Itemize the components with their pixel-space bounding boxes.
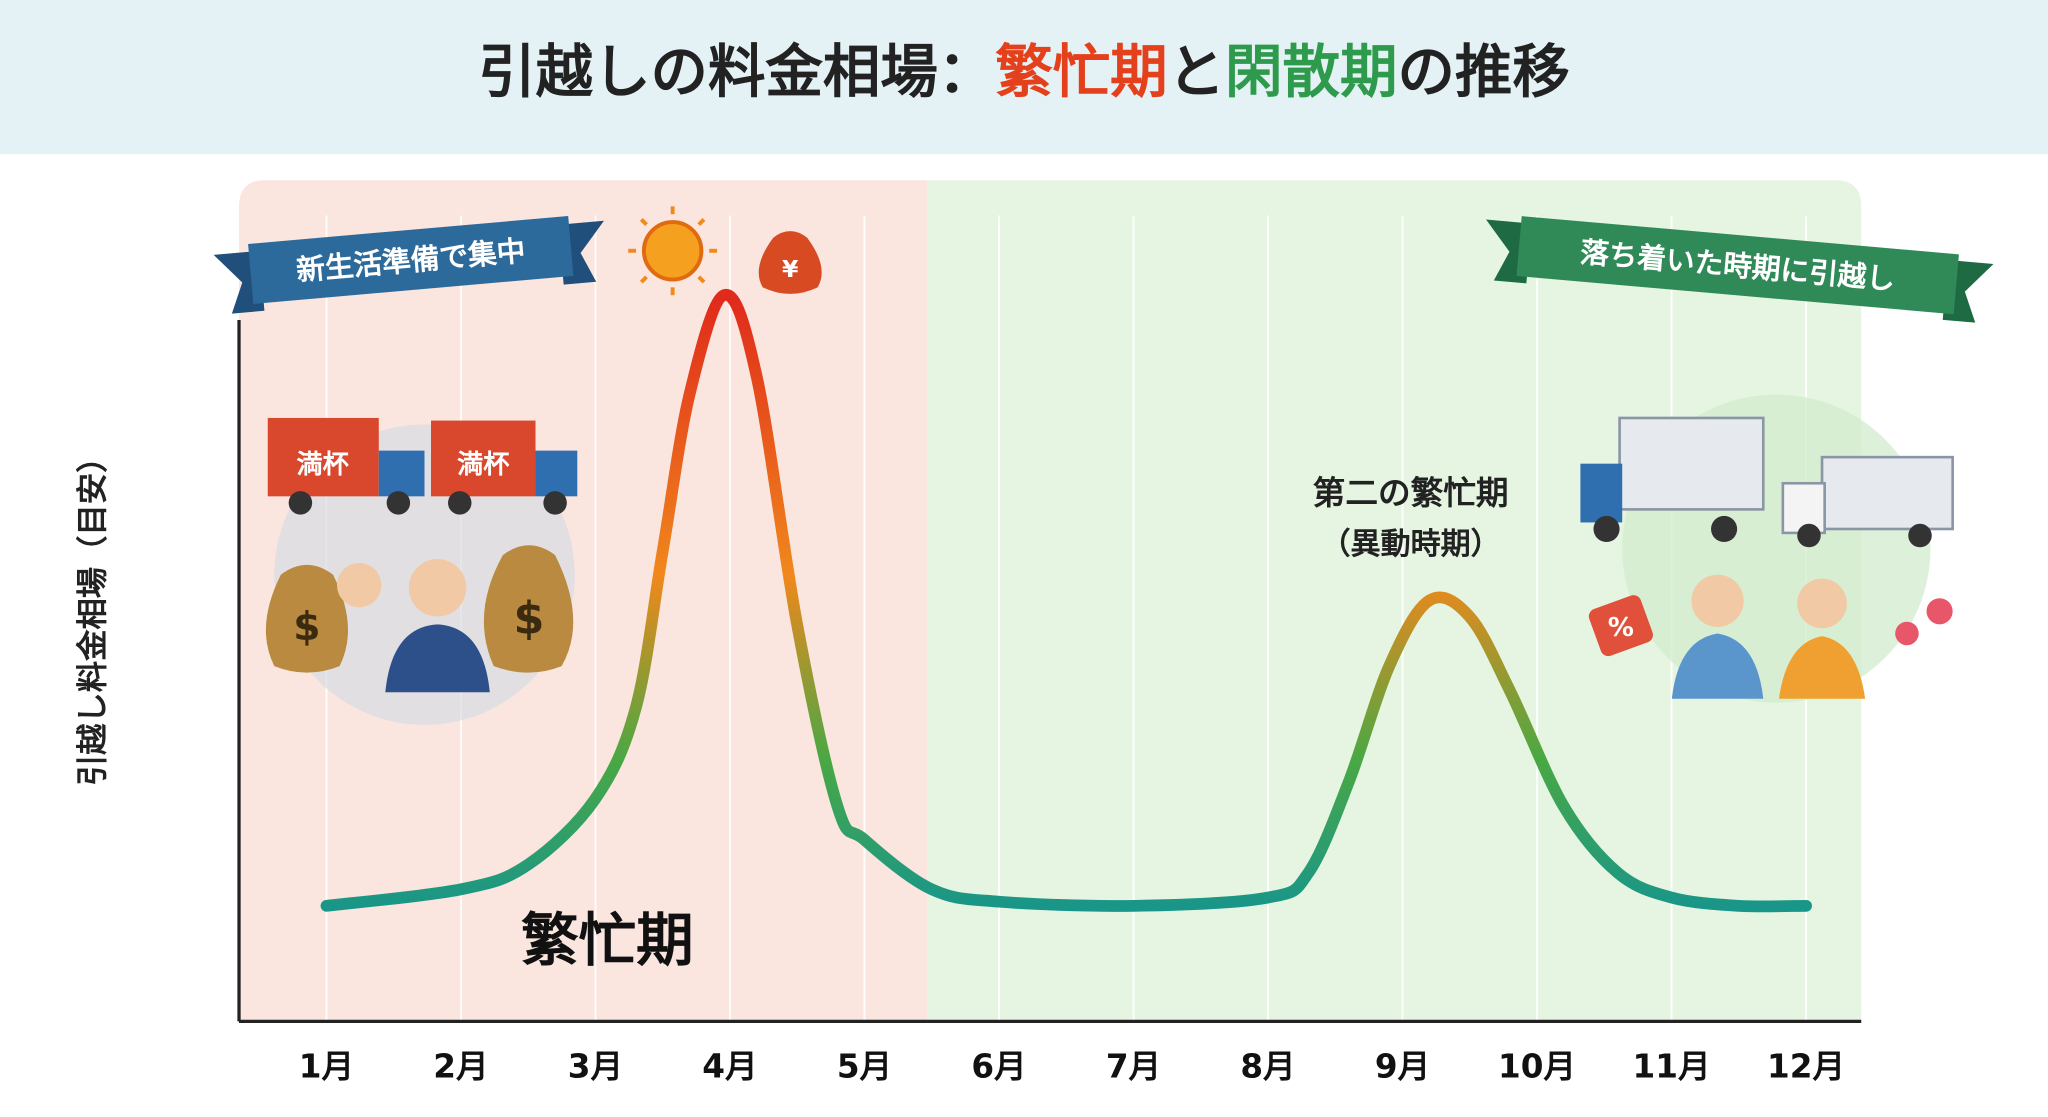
flower (1926, 598, 1953, 625)
title-part: 閑散期 (1225, 38, 1397, 105)
annotation: （異動時期） (1321, 527, 1501, 562)
yen-sign: ¥ (782, 255, 799, 283)
banner-left: 新生活準備で集中 (213, 216, 604, 314)
title-part: の推移 (1397, 38, 1569, 105)
truck-cab (378, 450, 425, 497)
sale-sign: % (1608, 613, 1634, 643)
dollar-sign: $ (514, 593, 545, 644)
x-tick-label: 7月 (1106, 1048, 1161, 1086)
x-tick-label: 9月 (1375, 1048, 1430, 1086)
yen-bag-icon: ¥ (758, 231, 822, 294)
wheel (543, 491, 567, 515)
sale-tag (1588, 595, 1653, 657)
person-head (1797, 578, 1847, 629)
calm-illustration: % (1580, 394, 1954, 703)
x-tick-label: 3月 (568, 1048, 623, 1086)
truck-cargo (1618, 416, 1765, 511)
title-part: 繁忙期 (995, 38, 1167, 105)
sun (641, 220, 704, 282)
x-tick-label: 12月 (1767, 1048, 1845, 1086)
x-tick-label: 1月 (299, 1048, 354, 1086)
x-tick-label: 11月 (1633, 1048, 1711, 1086)
person-head (408, 559, 467, 617)
chart-title: 引越しの料金相場：繁忙期と閑散期の推移 (478, 38, 1570, 105)
x-tick-label: 8月 (1240, 1048, 1295, 1086)
x-tick-label: 2月 (433, 1048, 488, 1086)
person-head (336, 562, 382, 608)
truck-cab (1580, 463, 1623, 523)
person-body (385, 624, 490, 693)
x-tick-label: 10月 (1498, 1048, 1576, 1086)
money-bag (483, 545, 574, 673)
wheel (386, 491, 411, 515)
wheel (288, 491, 313, 515)
truck-cab (535, 450, 578, 497)
sun-icon (628, 206, 718, 296)
busy-illustration: 満杯 満杯 $ $ (265, 417, 578, 725)
wheel (1593, 515, 1620, 543)
wheel (1908, 523, 1932, 548)
person-body (1671, 633, 1764, 699)
calm-region (927, 180, 1862, 1022)
dollar-sign: $ (293, 605, 320, 650)
sun-rays (628, 206, 718, 296)
person-head (1691, 574, 1744, 627)
ribbon (1516, 216, 1959, 315)
wheel (1797, 523, 1821, 548)
wheel (448, 491, 472, 515)
x-tick-label: 5月 (837, 1048, 892, 1086)
truck-cargo (431, 420, 536, 497)
person-body (1778, 636, 1866, 699)
ribbon (248, 216, 574, 304)
truck-cargo (267, 417, 379, 497)
truck-cargo (1820, 455, 1954, 531)
y-axis-label: 引越し料金相場（目安） (74, 442, 111, 787)
title-part: と (1168, 38, 1225, 105)
wheel (1711, 515, 1738, 543)
bag (758, 231, 822, 294)
x-tick-label: 4月 (702, 1048, 757, 1086)
annotation: 第二の繁忙期 (1313, 474, 1509, 512)
x-tick-label: 6月 (971, 1048, 1026, 1086)
price-curve (320, 289, 1812, 913)
truck-label: 満杯 (457, 450, 510, 480)
title-part: 引越しの料金相場： (478, 38, 995, 105)
region-label: 繁忙期 (521, 907, 693, 974)
money-bag (265, 564, 348, 673)
truck-label: 満杯 (296, 450, 349, 480)
flower (1895, 621, 1919, 646)
header-band (0, 0, 2048, 155)
